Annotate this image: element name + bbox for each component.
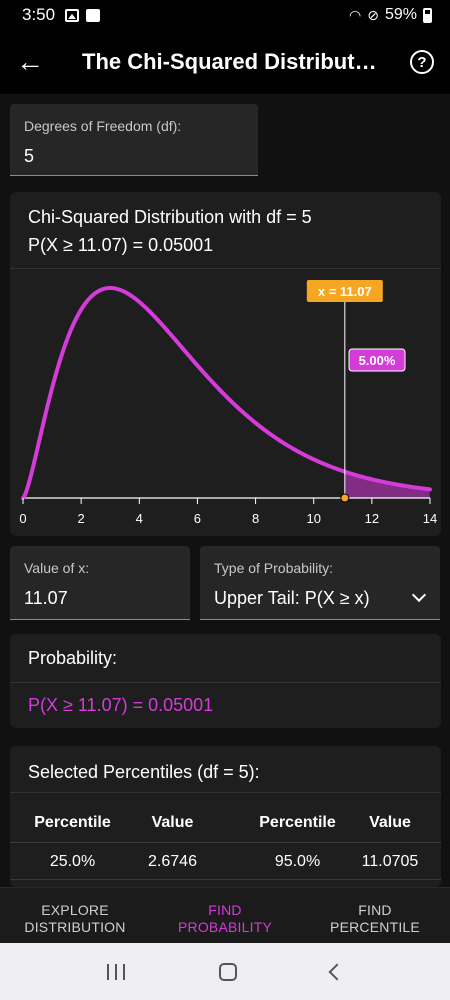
table-header-row: Percentile Value Percentile Value — [10, 814, 441, 850]
x-value[interactable]: 11.07 — [24, 588, 68, 608]
x-value-input[interactable]: Value of x: 11.07 — [10, 546, 190, 620]
chi-squared-chart: 0 2 4 6 8 10 12 14 x = 11.07 5.00% — [19, 280, 437, 526]
column-header: Value — [369, 814, 411, 831]
probability-heading: Probability: — [28, 648, 118, 668]
recents-icon[interactable] — [107, 963, 125, 980]
probability-card: Probability: P(X ≥ 11.07) = 0.05001 — [10, 634, 441, 728]
table-cell: 25.0% — [49, 853, 96, 870]
column-header: Percentile — [259, 814, 336, 831]
app-notification-icon — [86, 8, 101, 22]
table-divider — [10, 879, 441, 880]
back-button[interactable]: ← — [0, 30, 60, 94]
nav-label-line1: Find — [358, 902, 392, 918]
column-header: Percentile — [34, 814, 111, 831]
status-right: ◠ ⊘ 59% — [349, 6, 432, 24]
chart-card: Chi-Squared Distribution with df = 5 P(X… — [10, 192, 441, 536]
chart-title: Chi-Squared Distribution with df = 5 P(X… — [10, 192, 441, 259]
nav-find-probability[interactable]: Find Probability — [150, 888, 300, 943]
battery-icon — [423, 7, 432, 23]
home-icon[interactable] — [219, 962, 237, 981]
status-time: 3:50 — [22, 5, 56, 24]
df-input[interactable]: Degrees of Freedom (df): 5 — [10, 104, 258, 176]
marker-label-box — [306, 280, 383, 302]
x-tick-label: 2 — [78, 511, 85, 526]
nav-label-line2: Percentile — [330, 919, 420, 935]
percentiles-divider — [10, 792, 441, 793]
chart-divider — [10, 268, 441, 269]
x-tick-label: 10 — [306, 511, 320, 526]
x-tick-label: 4 — [136, 511, 143, 526]
nav-explore-distribution[interactable]: Explore Distribution — [0, 888, 150, 943]
do-not-disturb-icon: ⊘ — [367, 6, 379, 23]
probability-type-select[interactable]: Type of Probability: Upper Tail: P(X ≥ x… — [200, 546, 440, 620]
percentiles-heading: Selected Percentiles (df = 5): — [28, 762, 260, 782]
nav-label-line2: Probability — [177, 919, 272, 935]
table-divider — [10, 842, 441, 843]
pdf-curve — [21, 285, 432, 500]
nav-label-line1: Explore — [41, 902, 109, 918]
nav-find-percentile[interactable]: Find Percentile — [300, 888, 450, 943]
table-cell: 95.0% — [274, 853, 321, 870]
status-bar: 3:50 ◠ ⊘ 59% — [0, 0, 450, 30]
marker-point — [340, 493, 350, 503]
probability-type-label: Type of Probability: — [214, 560, 334, 576]
probability-divider — [10, 682, 441, 683]
nav-label-line1: Find — [208, 902, 242, 918]
x-value-label: Value of x: — [24, 560, 90, 576]
x-tick-label: 14 — [423, 511, 437, 526]
marker-label: x = 11.07 — [318, 284, 372, 299]
shaded-label-box — [348, 348, 406, 372]
percentiles-card: Selected Percentiles (df = 5): Percentil… — [10, 746, 441, 887]
help-circle-icon: ? — [417, 53, 427, 71]
help-button[interactable]: ? — [410, 50, 434, 74]
arrow-left-icon: ← — [16, 46, 44, 77]
shaded-label: 5.00% — [359, 353, 396, 368]
chart-title-line2: P(X ≥ 11.07) = 0.05001 — [28, 235, 214, 255]
df-value[interactable]: 5 — [24, 146, 35, 166]
x-tick-label: 6 — [194, 511, 201, 526]
wifi-icon: ◠ — [349, 6, 362, 23]
bottom-navigation: Explore Distribution Find Probability Fi… — [0, 887, 450, 943]
chart-title-line1: Chi-Squared Distribution with df = 5 — [28, 207, 312, 227]
table-cell: 2.6746 — [148, 853, 197, 870]
table-cell: 11.0705 — [361, 853, 419, 870]
nav-label-line2: Distribution — [24, 919, 126, 935]
column-header: Value — [151, 814, 194, 831]
x-tick-label: 12 — [365, 511, 379, 526]
battery-percent: 59% — [384, 6, 417, 23]
page-title: The Chi-Squared Distribution — [82, 49, 382, 74]
table-row: 25.0% 2.6746 95.0% 11.0705 — [10, 853, 441, 887]
df-label: Degrees of Freedom (df): — [24, 118, 182, 134]
system-navigation-bar — [0, 943, 450, 1000]
system-back-icon[interactable] — [328, 963, 346, 980]
x-tick-label: 0 — [19, 511, 26, 526]
image-notification-icon — [65, 8, 80, 22]
app-bar: ← The Chi-Squared Distribution ? — [0, 30, 450, 94]
probability-result: P(X ≥ 11.07) = 0.05001 — [28, 695, 214, 715]
x-tick-label: 8 — [252, 511, 259, 526]
probability-type-value: Upper Tail: P(X ≥ x) — [214, 588, 370, 608]
